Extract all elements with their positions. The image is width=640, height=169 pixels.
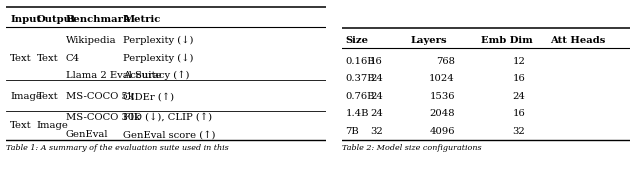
Text: Llama 2 Eval Suite: Llama 2 Eval Suite [66,71,161,80]
Text: C4: C4 [66,54,80,63]
Text: 2048: 2048 [429,109,455,118]
Text: 0.76B: 0.76B [346,92,375,101]
Text: 16: 16 [370,57,383,66]
Text: Text: Text [36,54,58,63]
Text: GenEval: GenEval [66,130,108,139]
Text: Layers: Layers [410,36,447,45]
Text: Att Heads: Att Heads [550,36,605,45]
Text: MS-COCO 5k: MS-COCO 5k [66,92,134,101]
Text: 24: 24 [370,109,383,118]
Text: Size: Size [346,36,368,45]
Text: Metric: Metric [123,15,161,24]
Text: 24: 24 [370,92,383,101]
Text: 12: 12 [513,57,525,66]
Text: GenEval score (↑): GenEval score (↑) [123,130,216,139]
Text: Perplexity (↓): Perplexity (↓) [123,36,194,45]
Text: 16: 16 [513,109,525,118]
Text: 32: 32 [370,127,383,136]
Text: MS-COCO 30k: MS-COCO 30k [66,113,140,122]
Text: Input: Input [10,15,42,24]
Text: 1024: 1024 [429,74,455,83]
Text: 0.16B: 0.16B [346,57,375,66]
Text: Accuracy (↑): Accuracy (↑) [123,71,189,80]
Text: 32: 32 [513,127,525,136]
Text: Text: Text [10,121,32,130]
Text: Image: Image [10,92,42,101]
Text: Output: Output [36,15,76,24]
Text: Benchmark: Benchmark [66,15,131,24]
Text: 768: 768 [436,57,455,66]
Text: 1.4B: 1.4B [346,109,369,118]
Text: Image: Image [36,121,68,130]
Text: Text: Text [10,54,32,63]
Text: Wikipedia: Wikipedia [66,36,116,45]
Text: 24: 24 [370,74,383,83]
Text: 7B: 7B [346,127,359,136]
Text: Emb Dim: Emb Dim [481,36,532,45]
Text: FID (↓), CLIP (↑): FID (↓), CLIP (↑) [123,113,212,122]
Text: 24: 24 [513,92,525,101]
Text: 4096: 4096 [429,127,455,136]
Text: 16: 16 [513,74,525,83]
Text: Perplexity (↓): Perplexity (↓) [123,54,194,63]
Text: Table 1: A summary of the evaluation suite used in this: Table 1: A summary of the evaluation sui… [6,144,229,152]
Text: 1536: 1536 [429,92,455,101]
Text: CIDEr (↑): CIDEr (↑) [123,92,174,101]
Text: Text: Text [36,92,58,101]
Text: Table 2: Model size configurations: Table 2: Model size configurations [342,144,482,152]
Text: 0.37B: 0.37B [346,74,375,83]
